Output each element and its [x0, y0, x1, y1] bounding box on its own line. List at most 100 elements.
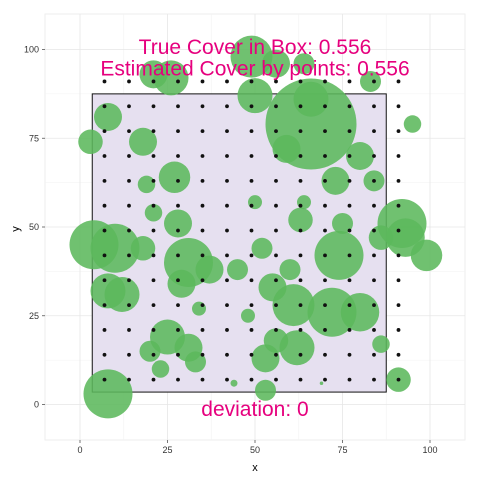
- sample-point: [225, 104, 229, 109]
- sample-point: [396, 303, 401, 307]
- sample-point: [396, 253, 401, 258]
- cover-circle: [130, 236, 156, 261]
- sample-point: [274, 79, 278, 84]
- sample-point: [372, 377, 376, 382]
- sample-point: [323, 228, 327, 233]
- sample-point: [127, 377, 131, 382]
- sample-point: [176, 278, 180, 283]
- sample-point: [102, 228, 107, 233]
- sample-point: [396, 79, 401, 84]
- cover-circle: [104, 276, 140, 312]
- cover-circle: [158, 161, 191, 194]
- sample-point: [298, 328, 303, 332]
- sample-point: [323, 377, 327, 382]
- x-tick-label: 25: [162, 445, 172, 455]
- sample-point: [200, 303, 205, 307]
- cover-circle: [279, 259, 301, 281]
- cover-circle: [195, 255, 224, 284]
- x-tick-label: 75: [337, 445, 347, 455]
- sample-point: [102, 154, 107, 158]
- sample-point: [102, 253, 107, 258]
- sample-point: [176, 303, 180, 307]
- sample-point: [200, 129, 205, 134]
- sample-point: [200, 79, 205, 84]
- sample-point: [200, 328, 205, 332]
- sample-point: [372, 328, 376, 332]
- sample-point: [396, 377, 401, 382]
- cover-circle: [69, 220, 119, 270]
- sample-point: [102, 352, 107, 357]
- sample-point: [298, 278, 303, 283]
- sample-point: [151, 352, 156, 357]
- y-tick-label: 25: [29, 311, 39, 321]
- sample-point: [249, 328, 254, 332]
- sample-point: [396, 203, 401, 208]
- sample-point: [225, 154, 229, 158]
- sample-point: [102, 328, 107, 332]
- sample-point: [274, 104, 278, 109]
- cover-circle: [185, 351, 206, 373]
- sample-point: [323, 79, 327, 84]
- sample-point: [347, 104, 352, 109]
- sample-point: [372, 303, 376, 307]
- y-tick-label: 0: [34, 400, 39, 410]
- sample-point: [200, 178, 205, 183]
- sample-point: [249, 278, 254, 283]
- sample-point: [298, 203, 303, 208]
- sample-point: [127, 104, 131, 109]
- sample-point: [200, 228, 205, 233]
- sample-point: [151, 278, 156, 283]
- cover-circle: [83, 369, 133, 419]
- cover-circle: [272, 284, 315, 327]
- sample-point: [249, 104, 254, 109]
- sample-point: [396, 228, 401, 233]
- sample-point: [372, 278, 376, 283]
- sample-point: [200, 278, 205, 283]
- sample-point: [274, 278, 278, 283]
- cover-circle: [78, 129, 103, 155]
- sample-point: [372, 129, 376, 134]
- sample-point: [347, 178, 352, 183]
- sample-point: [176, 104, 180, 109]
- cover-circle: [139, 340, 161, 362]
- cover-circle: [144, 204, 163, 222]
- sample-point: [127, 129, 131, 134]
- sample-point: [200, 377, 205, 382]
- cover-circle: [230, 379, 238, 387]
- cover-circle: [251, 344, 280, 373]
- sample-point: [298, 79, 303, 84]
- sample-point: [323, 328, 327, 332]
- sample-point: [347, 303, 352, 307]
- sample-point: [127, 203, 131, 208]
- cover-circle: [403, 115, 422, 133]
- cover-circle: [360, 70, 381, 92]
- cover-circle: [192, 301, 206, 316]
- sample-point: [274, 352, 278, 357]
- y-axis-title: y: [10, 226, 22, 232]
- sample-point: [249, 154, 254, 158]
- sample-point: [127, 154, 131, 158]
- sample-point: [225, 352, 229, 357]
- cover-circle: [319, 381, 324, 385]
- sample-point: [396, 328, 401, 332]
- sample-point: [127, 328, 131, 332]
- cover-circle: [137, 175, 156, 194]
- cover-circle: [164, 209, 192, 238]
- sample-point: [372, 228, 376, 233]
- x-tick-label: 100: [422, 445, 437, 455]
- sample-point: [274, 303, 278, 307]
- cover-circle: [410, 239, 443, 272]
- sample-point: [102, 303, 107, 307]
- sample-point: [274, 203, 278, 208]
- sample-point: [347, 228, 352, 233]
- cover-circle: [237, 78, 273, 114]
- sample-point: [347, 79, 352, 84]
- sample-point: [102, 178, 107, 183]
- cover-circle: [288, 207, 313, 233]
- sample-point: [249, 253, 254, 258]
- cover-circle: [372, 335, 390, 353]
- sample-point: [200, 104, 205, 109]
- sample-point: [225, 228, 229, 233]
- sample-point: [396, 154, 401, 158]
